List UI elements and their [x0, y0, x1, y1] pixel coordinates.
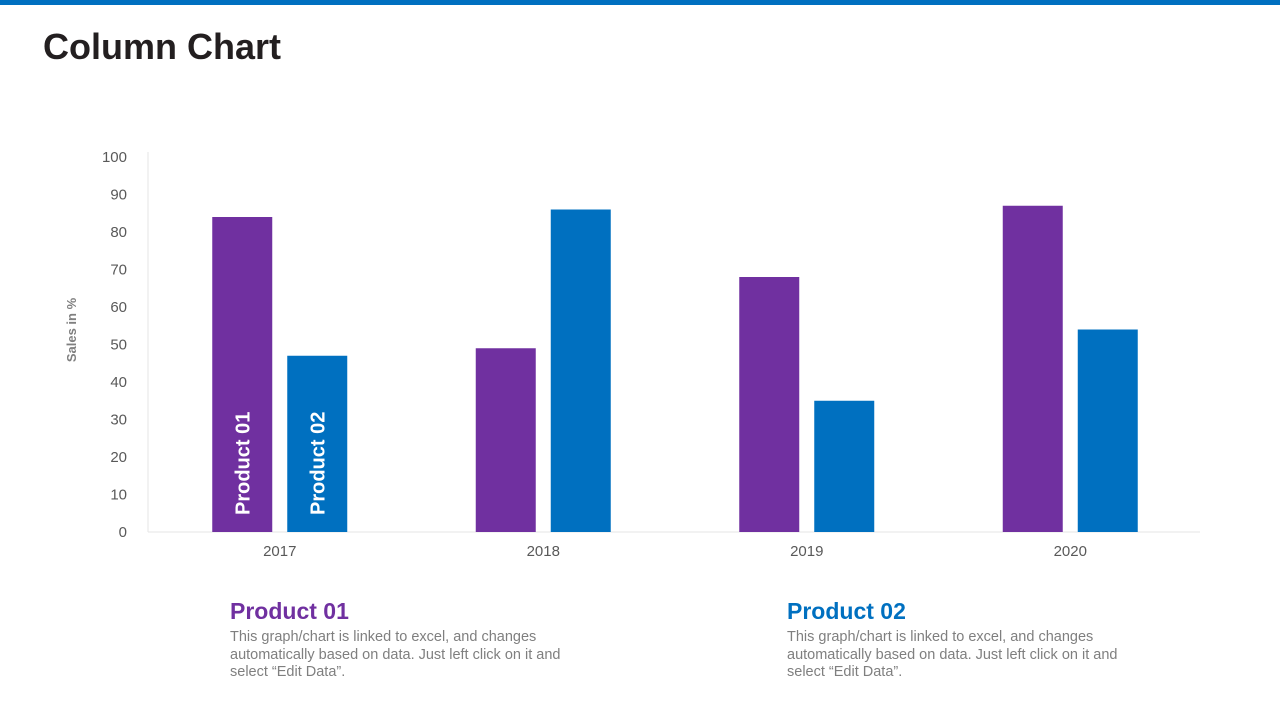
y-tick-label: 50 — [110, 337, 127, 354]
y-tick-label: 80 — [110, 224, 127, 241]
product-01-text: This graph/chart is linked to excel, and… — [230, 629, 561, 680]
y-tick-label: 60 — [110, 299, 127, 316]
bar-product-01-2020[interactable] — [1002, 205, 1063, 532]
y-tick-label: 0 — [119, 524, 127, 541]
top-accent-bar — [0, 0, 1280, 5]
bar-product-02-2019[interactable] — [814, 400, 875, 532]
bar-product-02-2018[interactable] — [550, 209, 611, 533]
y-tick-label: 100 — [102, 149, 127, 166]
page-title: Column Chart — [43, 26, 281, 67]
bar-product-02-2017[interactable] — [287, 355, 348, 532]
y-tick-label: 30 — [110, 412, 127, 429]
x-tick-label: 2020 — [1054, 543, 1087, 560]
x-tick-label: 2018 — [527, 543, 560, 560]
product-01-heading: Product 01 — [230, 598, 349, 624]
y-tick-label: 20 — [110, 449, 127, 466]
y-tick-label: 90 — [110, 187, 127, 204]
y-tick-label: 70 — [110, 262, 127, 279]
series-label-product-01: Product 01 — [232, 412, 254, 515]
y-axis-label: Sales in % — [64, 297, 79, 362]
series-label-product-02: Product 02 — [307, 412, 329, 515]
bar-product-02-2020[interactable] — [1077, 329, 1138, 533]
y-tick-label: 10 — [110, 487, 127, 504]
x-tick-label: 2019 — [790, 543, 823, 560]
product-01-description: Product 01 This graph/chart is linked to… — [230, 598, 590, 682]
x-tick-label: 2017 — [263, 543, 296, 560]
product-02-heading: Product 02 — [787, 598, 906, 624]
bar-product-01-2019[interactable] — [739, 277, 800, 532]
bar-product-01-2017[interactable] — [212, 217, 273, 532]
product-02-description: Product 02 This graph/chart is linked to… — [787, 598, 1147, 682]
y-tick-label: 40 — [110, 374, 127, 391]
product-02-text: This graph/chart is linked to excel, and… — [787, 629, 1118, 680]
bar-product-01-2018[interactable] — [475, 348, 536, 532]
